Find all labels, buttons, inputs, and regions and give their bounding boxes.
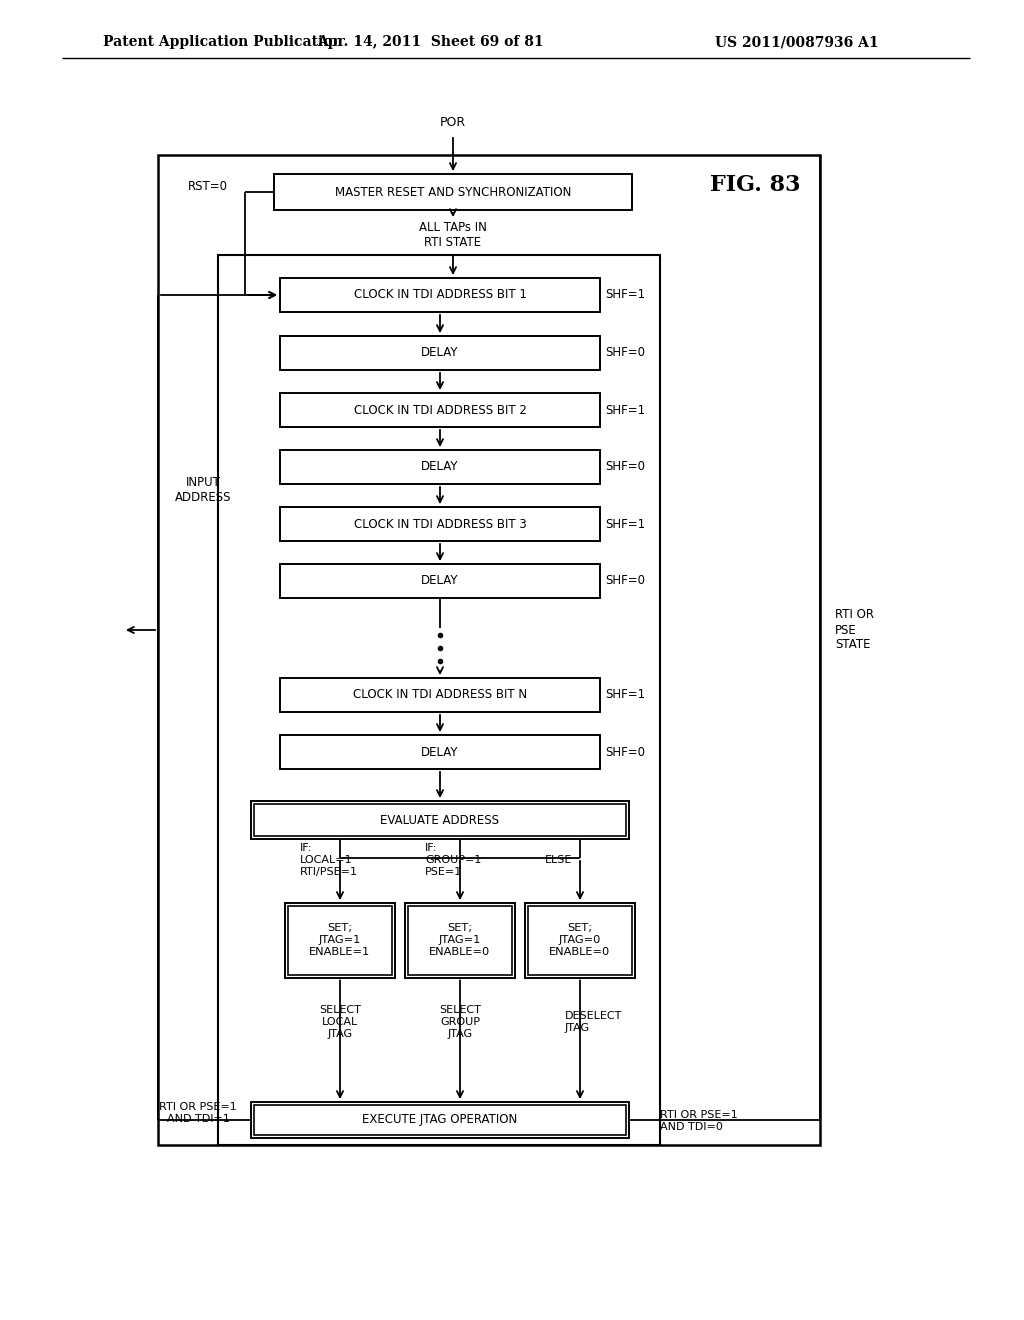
- Bar: [254, 804, 626, 836]
- Bar: [280, 564, 600, 598]
- Text: SHF=0: SHF=0: [605, 746, 645, 759]
- Bar: [158, 154, 820, 1144]
- Bar: [406, 903, 515, 978]
- Text: CLOCK IN TDI ADDRESS BIT N: CLOCK IN TDI ADDRESS BIT N: [353, 689, 527, 701]
- Text: SELECT
GROUP
JTAG: SELECT GROUP JTAG: [439, 1006, 481, 1039]
- Text: ELSE: ELSE: [545, 855, 572, 865]
- Text: RTI OR
PSE
STATE: RTI OR PSE STATE: [835, 609, 874, 652]
- Bar: [254, 1105, 626, 1135]
- Text: RST=0: RST=0: [188, 181, 228, 194]
- Text: CLOCK IN TDI ADDRESS BIT 3: CLOCK IN TDI ADDRESS BIT 3: [353, 517, 526, 531]
- Bar: [285, 903, 395, 978]
- Text: DELAY: DELAY: [421, 461, 459, 474]
- Text: SET;
JTAG=0
ENABLE=0: SET; JTAG=0 ENABLE=0: [549, 924, 610, 957]
- Text: DELAY: DELAY: [421, 746, 459, 759]
- Bar: [280, 393, 600, 426]
- Text: INPUT
ADDRESS: INPUT ADDRESS: [175, 477, 231, 504]
- Bar: [280, 450, 600, 484]
- Text: POR: POR: [440, 116, 466, 129]
- Text: SELECT
LOCAL
JTAG: SELECT LOCAL JTAG: [319, 1006, 360, 1039]
- Text: RTI OR PSE=1
AND TDI=1: RTI OR PSE=1 AND TDI=1: [159, 1102, 237, 1123]
- Bar: [280, 337, 600, 370]
- Text: SHF=1: SHF=1: [605, 404, 645, 417]
- Text: MASTER RESET AND SYNCHRONIZATION: MASTER RESET AND SYNCHRONIZATION: [335, 186, 571, 198]
- Bar: [251, 801, 629, 840]
- Text: CLOCK IN TDI ADDRESS BIT 1: CLOCK IN TDI ADDRESS BIT 1: [353, 289, 526, 301]
- Text: DELAY: DELAY: [421, 574, 459, 587]
- Bar: [218, 255, 660, 1144]
- Text: SHF=0: SHF=0: [605, 574, 645, 587]
- Text: SHF=1: SHF=1: [605, 517, 645, 531]
- Bar: [280, 735, 600, 770]
- Text: SHF=1: SHF=1: [605, 689, 645, 701]
- Bar: [280, 507, 600, 541]
- Bar: [288, 906, 392, 974]
- Text: SET;
JTAG=1
ENABLE=0: SET; JTAG=1 ENABLE=0: [429, 924, 490, 957]
- Text: FIG. 83: FIG. 83: [710, 174, 801, 195]
- Text: EVALUATE ADDRESS: EVALUATE ADDRESS: [381, 813, 500, 826]
- Text: SHF=1: SHF=1: [605, 289, 645, 301]
- Bar: [528, 906, 632, 974]
- Text: Patent Application Publication: Patent Application Publication: [103, 36, 343, 49]
- Text: DESELECT
JTAG: DESELECT JTAG: [565, 1011, 623, 1032]
- Text: SHF=0: SHF=0: [605, 346, 645, 359]
- Text: SET;
JTAG=1
ENABLE=1: SET; JTAG=1 ENABLE=1: [309, 924, 371, 957]
- Text: RTI OR PSE=1
AND TDI=0: RTI OR PSE=1 AND TDI=0: [660, 1110, 737, 1131]
- Text: EXECUTE JTAG OPERATION: EXECUTE JTAG OPERATION: [362, 1114, 517, 1126]
- Text: SHF=0: SHF=0: [605, 461, 645, 474]
- Text: ALL TAPs IN
RTI STATE: ALL TAPs IN RTI STATE: [419, 220, 487, 249]
- Bar: [525, 903, 635, 978]
- Text: DELAY: DELAY: [421, 346, 459, 359]
- Text: IF:
GROUP=1
PSE=1: IF: GROUP=1 PSE=1: [425, 843, 481, 876]
- Bar: [280, 279, 600, 312]
- Text: Apr. 14, 2011  Sheet 69 of 81: Apr. 14, 2011 Sheet 69 of 81: [316, 36, 544, 49]
- Bar: [274, 174, 632, 210]
- Bar: [280, 678, 600, 711]
- Text: IF:
LOCAL=1
RTI/PSE=1: IF: LOCAL=1 RTI/PSE=1: [300, 843, 358, 876]
- Text: US 2011/0087936 A1: US 2011/0087936 A1: [715, 36, 879, 49]
- Bar: [408, 906, 512, 974]
- Text: CLOCK IN TDI ADDRESS BIT 2: CLOCK IN TDI ADDRESS BIT 2: [353, 404, 526, 417]
- Bar: [251, 1102, 629, 1138]
